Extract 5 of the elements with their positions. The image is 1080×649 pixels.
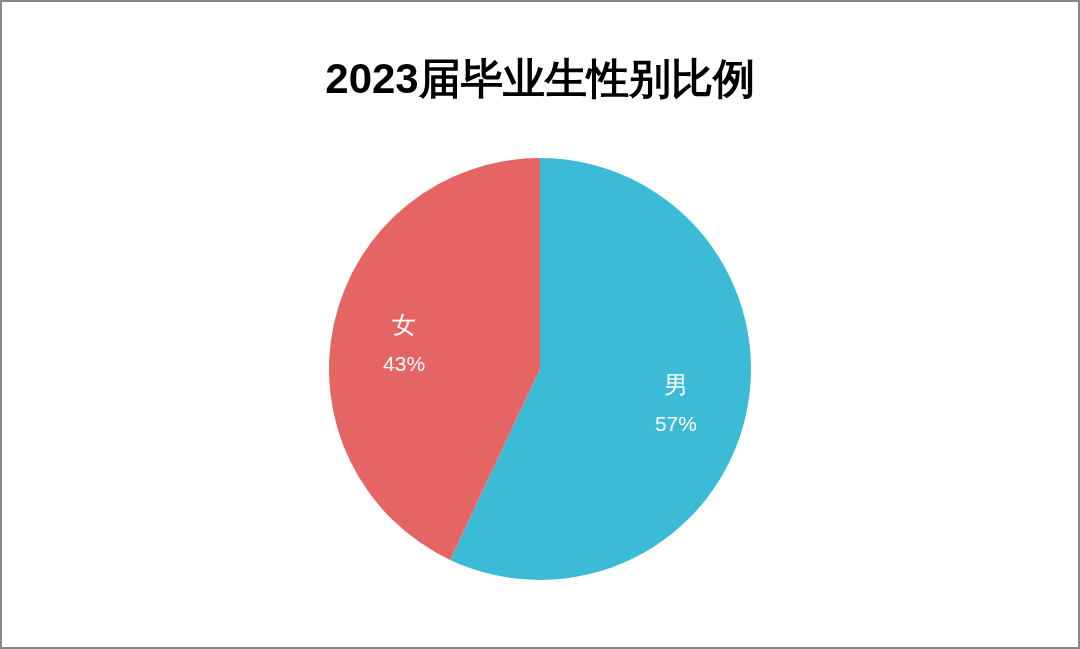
chart-title: 2023届毕业生性别比例 [325,55,755,102]
slice-label: 男 [663,371,688,399]
data-label: 57% [654,412,697,436]
data-label: 43% [383,351,426,375]
slice-label: 女 [392,310,417,338]
